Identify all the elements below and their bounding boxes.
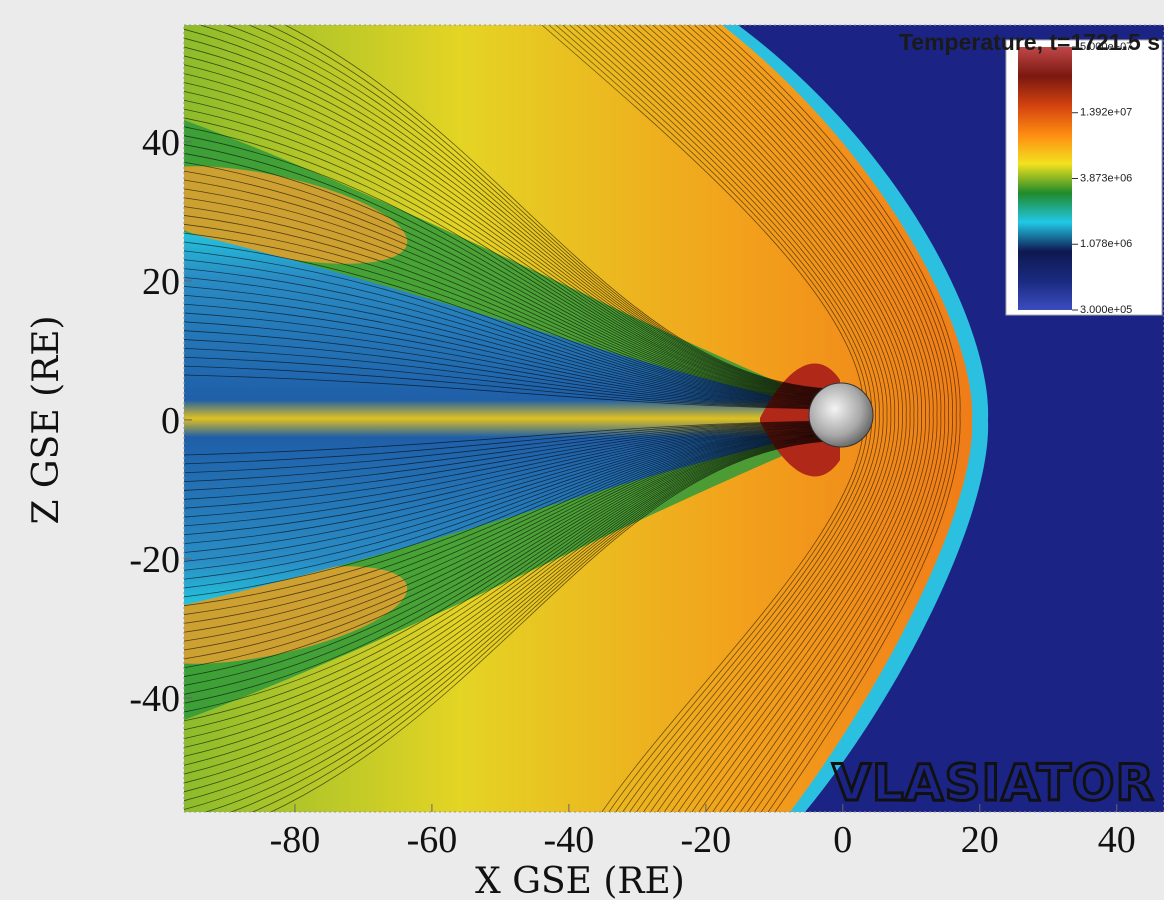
x-tick-label: 40 [1098, 819, 1136, 861]
page: {"chart_data": {"type": "field", "title"… [0, 0, 1164, 900]
x-tick-label: -80 [270, 819, 321, 861]
logo: VLASIATOR [832, 754, 1155, 812]
colorbar-tick-label: 5.000e+07 [1080, 41, 1132, 53]
y-tick-label: -20 [129, 539, 180, 581]
y-tick-label: 40 [142, 122, 180, 164]
y-tick-label: 20 [142, 261, 180, 303]
colorbar-tick-label: 3.000e+05 [1080, 304, 1132, 316]
x-tick-label: -20 [681, 819, 732, 861]
y-tick-label: -40 [129, 678, 180, 720]
colorbar-tick-label: 1.392e+07 [1080, 107, 1132, 119]
y-tick-label: 0 [161, 400, 180, 442]
y-axis-label: Z GSE (RE) [26, 315, 67, 524]
x-tick-label: 20 [961, 819, 999, 861]
x-tick-label: -40 [544, 819, 595, 861]
chart: Temperature, t=1721.5 s VLASIATOR X GSE … [0, 0, 1164, 900]
colorbar-tick-label: 3.873e+06 [1080, 172, 1132, 184]
x-axis-label: X GSE (RE) [475, 861, 685, 900]
x-tick-label: -60 [407, 819, 458, 861]
earth [809, 383, 873, 447]
x-tick-label: 0 [833, 819, 852, 861]
colorbar [1018, 47, 1072, 310]
colorbar-tick-label: 1.078e+06 [1080, 238, 1132, 250]
